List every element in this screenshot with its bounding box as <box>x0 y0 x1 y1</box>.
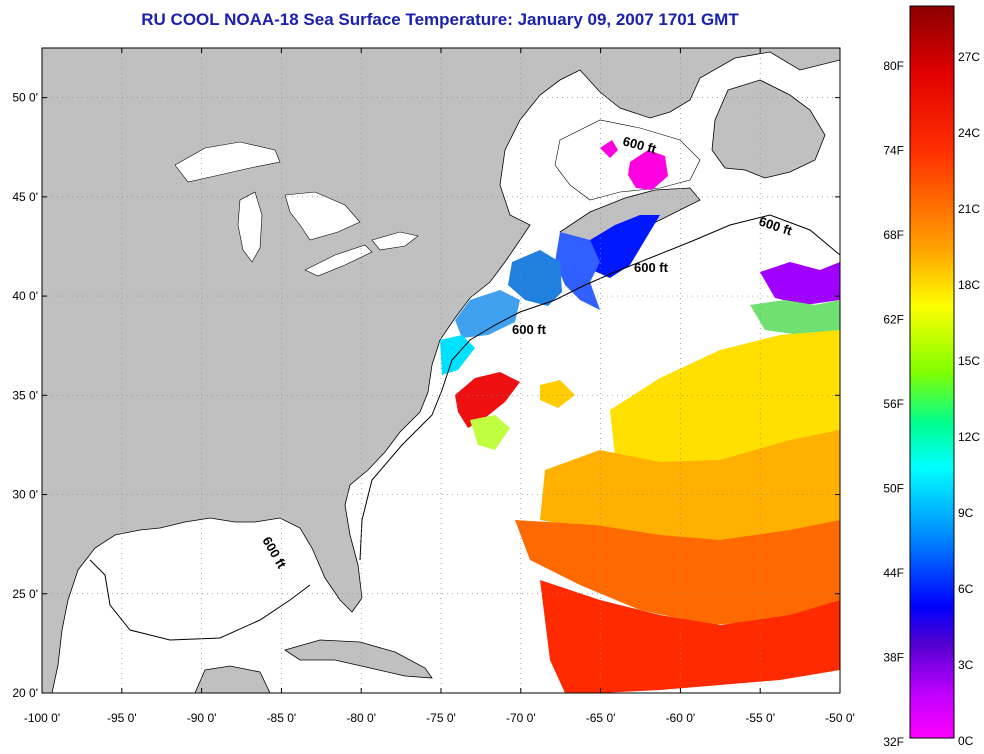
contour-label-2: 600 ft <box>634 260 669 275</box>
colorbar-f-label: 62F <box>883 313 904 327</box>
colorbar-f-label: 38F <box>883 651 904 665</box>
colorbar-f-label: 44F <box>883 566 904 580</box>
lon-tick-label: -100 0' <box>24 711 60 725</box>
lon-tick-label: -90 0' <box>187 711 217 725</box>
colorbar-celsius-labels: 27C 24C 21C 18C 15C 12C 9C 6C 3C 0C <box>958 50 980 748</box>
colorbar-f-label: 50F <box>883 482 904 496</box>
lon-tick-label: -95 0' <box>107 711 137 725</box>
contour-label-1: 600 ft <box>512 322 547 337</box>
colorbar-fahrenheit-labels: 80F 74F 68F 62F 56F 50F 44F 38F 32F <box>883 59 904 749</box>
colorbar-gradient <box>909 5 955 739</box>
newfoundland-land <box>711 79 826 179</box>
colorbar-c-label: 18C <box>958 278 980 292</box>
colorbar-c-label: 15C <box>958 354 980 368</box>
lat-tick-label: 25 0' <box>12 587 38 601</box>
lon-tick-label: -70 0' <box>506 711 536 725</box>
map-grid <box>42 48 840 693</box>
colorbar-c-label: 27C <box>958 50 980 64</box>
lon-tick-label: -55 0' <box>745 711 775 725</box>
lon-tick-label: -50 0' <box>825 711 855 725</box>
lat-tick-label: 50 0' <box>12 91 38 105</box>
lon-tick-label: -65 0' <box>586 711 616 725</box>
lat-tick-label: 45 0' <box>12 190 38 204</box>
colorbar-c-label: 0C <box>958 734 974 748</box>
yucatan-land <box>194 665 271 693</box>
lat-tick-label: 20 0' <box>12 686 38 700</box>
colorbar-c-label: 3C <box>958 658 974 672</box>
colorbar-f-label: 74F <box>883 144 904 158</box>
colorbar-c-label: 24C <box>958 126 980 140</box>
colorbar-f-label: 56F <box>883 397 904 411</box>
colorbar-c-label: 12C <box>958 430 980 444</box>
colorbar-c-label: 9C <box>958 506 974 520</box>
map-title: RU COOL NOAA-18 Sea Surface Temperature:… <box>141 10 739 29</box>
lake-erie <box>304 244 373 277</box>
lon-tick-label: -80 0' <box>346 711 376 725</box>
lat-tick-label: 40 0' <box>12 289 38 303</box>
colorbar-c-label: 21C <box>958 202 980 216</box>
colorbar-f-label: 68F <box>883 228 904 242</box>
colorbar-f-label: 80F <box>883 59 904 73</box>
lat-tick-label: 35 0' <box>12 388 38 402</box>
lake-superior <box>174 141 281 183</box>
colorbar: 80F 74F 68F 62F 56F 50F 44F 38F 32F 27C 24C 21C 18C… <box>883 5 980 749</box>
gulf-of-st-lawrence <box>554 119 701 201</box>
isobath-600ft <box>89 214 840 641</box>
lon-tick-label: -75 0' <box>426 711 456 725</box>
lake-ontario <box>371 231 419 251</box>
lat-tick-label: 30 0' <box>12 488 38 502</box>
colorbar-f-label: 32F <box>883 735 904 749</box>
lake-huron <box>284 191 361 241</box>
longitude-axis: -100 0' -95 0' -90 0' -85 0' -80 0' -75 0' -70… <box>24 48 855 725</box>
lake-michigan <box>237 191 263 263</box>
latitude-axis: 20 0' 25 0' 30 0' 35 0' 40 0' 45 0' 50 0' <box>12 91 840 700</box>
lon-tick-label: -85 0' <box>267 711 297 725</box>
lon-tick-label: -60 0' <box>666 711 696 725</box>
colorbar-c-label: 6C <box>958 582 974 596</box>
cuba-land <box>284 639 433 679</box>
sst-data-layer <box>440 140 840 693</box>
